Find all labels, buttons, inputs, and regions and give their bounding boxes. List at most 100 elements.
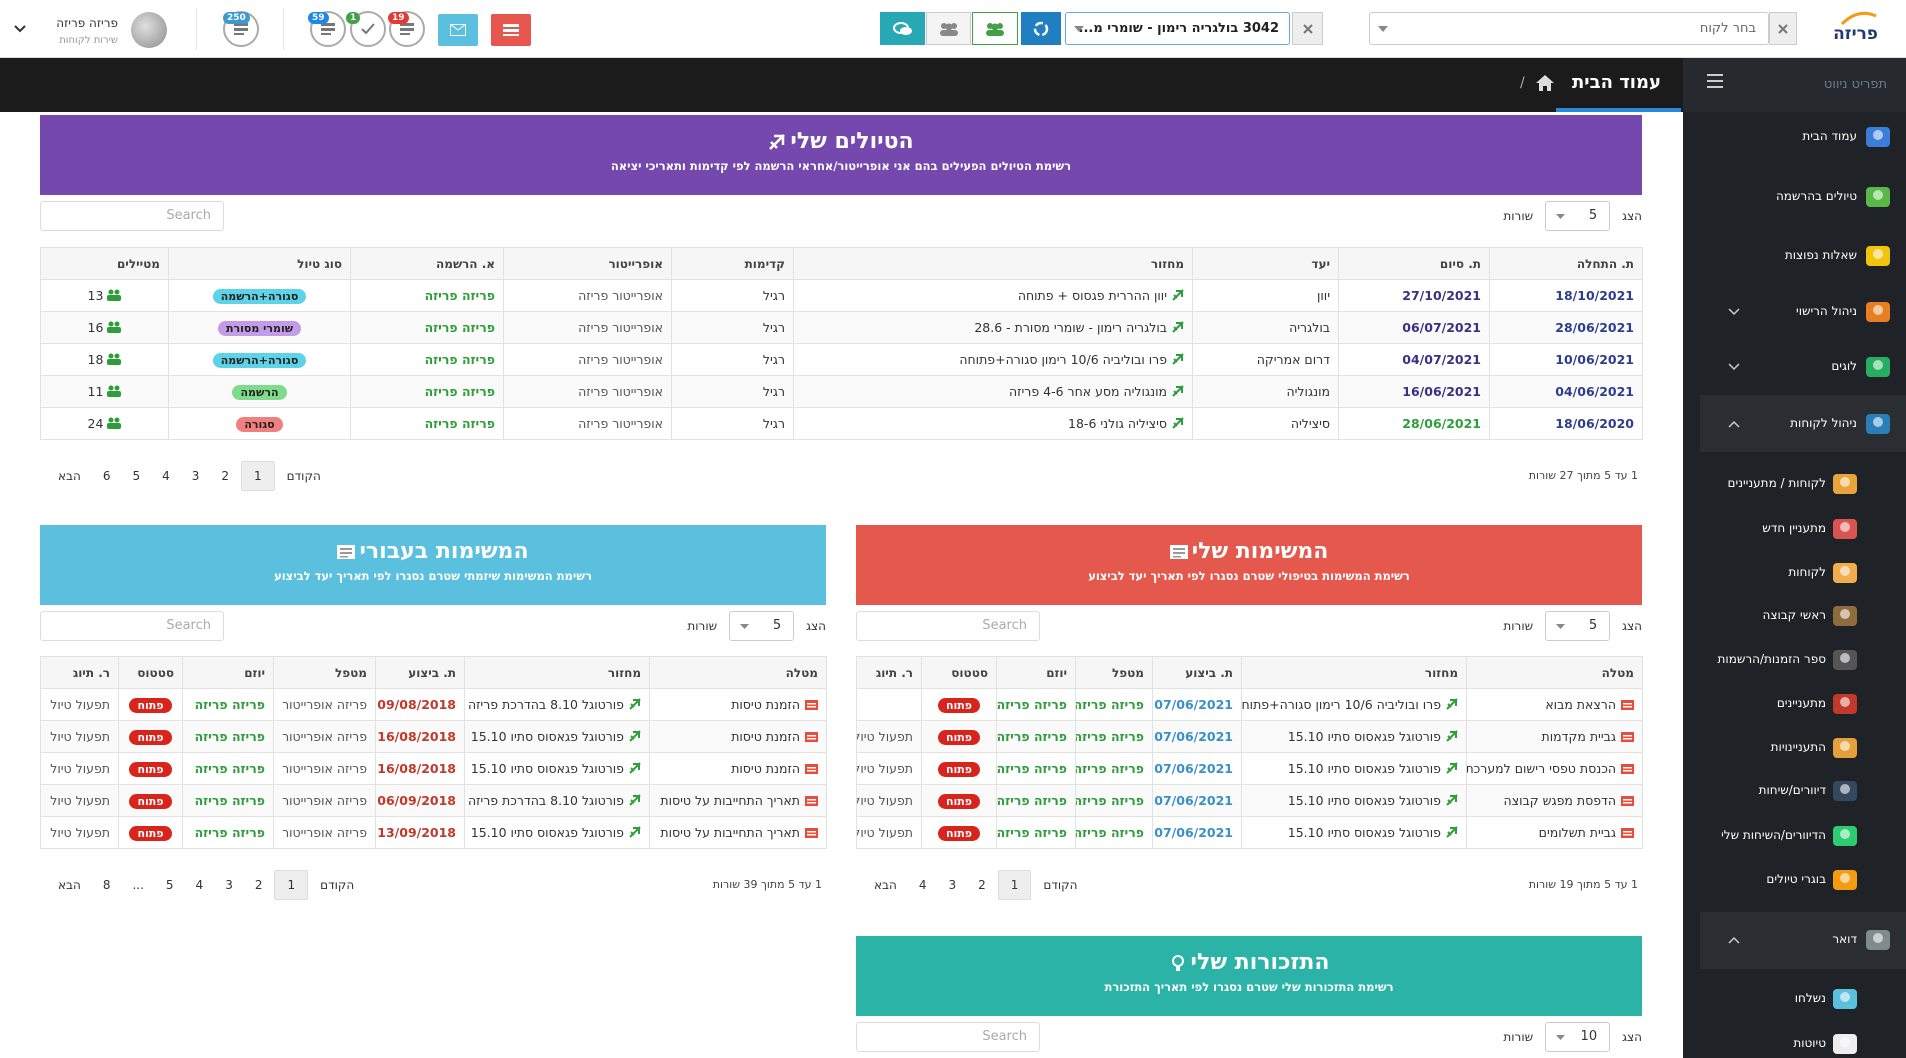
- cell-text: 09/08/2018: [377, 697, 456, 712]
- toolbar-button[interactable]: [1021, 12, 1061, 45]
- toolbar-button[interactable]: [491, 14, 531, 46]
- sidebar-item[interactable]: מתעניינים: [1776, 696, 1826, 710]
- table-cell: סגורה: [168, 407, 351, 440]
- page-size-select[interactable]: 5: [729, 610, 795, 641]
- page-link[interactable]: 3: [948, 878, 957, 892]
- page-link[interactable]: 3: [191, 469, 200, 483]
- hamburger: [1707, 74, 1723, 88]
- page-link[interactable]: 2: [978, 878, 986, 892]
- sidebar-item[interactable]: שאלות נפוצות: [1784, 248, 1857, 262]
- sidebar-item[interactable]: בוגרי טיולים: [1766, 872, 1826, 886]
- travelers-icon-part: [108, 353, 114, 359]
- user-menu-toggle[interactable]: [14, 22, 30, 38]
- table-info: 1 עד 5 מתוך 19 שורות: [1528, 878, 1638, 891]
- task-name[interactable]: תאריך התחייבות על טיסות: [660, 825, 800, 840]
- page-link[interactable]: 4: [918, 878, 927, 892]
- page-size-select[interactable]: 5: [1545, 610, 1611, 641]
- page-link[interactable]: 4: [195, 878, 204, 892]
- sidebar-item[interactable]: נשלחו: [1794, 991, 1826, 1005]
- sidebar-item[interactable]: טיוטות: [1793, 1036, 1826, 1050]
- search-input[interactable]: Search: [856, 1021, 1040, 1052]
- table-cell: 24: [40, 407, 169, 440]
- task-name[interactable]: הזמנת טיסות: [731, 729, 800, 744]
- table-cell: פורטוגל פגאסוס סתיו 15.10: [464, 752, 650, 785]
- task-name[interactable]: הזמנת טיסות: [731, 697, 800, 712]
- page-link[interactable]: 3: [225, 878, 233, 892]
- task-name[interactable]: הרצאת מבוא: [1545, 697, 1616, 712]
- sidebar-item[interactable]: לוגים: [1831, 359, 1857, 373]
- task-icon-part: [1623, 738, 1632, 740]
- task-name[interactable]: הכנסת טפסי רישום למערכת: [1466, 761, 1617, 776]
- task-name[interactable]: הדפסת מפגש קבוצה: [1503, 793, 1616, 808]
- divider: [283, 8, 284, 50]
- button-icon-part: [997, 22, 1003, 29]
- search-input[interactable]: Search: [40, 200, 224, 231]
- toolbar-button[interactable]: [972, 12, 1018, 45]
- home-link[interactable]: [1536, 75, 1556, 93]
- hamburger-part: [1707, 80, 1723, 82]
- page-link[interactable]: ...: [132, 878, 144, 892]
- clear-customer[interactable]: [1769, 12, 1797, 45]
- panel-title-icon: [1171, 954, 1184, 971]
- page-link[interactable]: 2: [254, 878, 263, 892]
- sidebar-item[interactable]: דיוורים/שיחות: [1758, 783, 1826, 797]
- sidebar-item[interactable]: ספר הזמנות/הרשמות: [1717, 652, 1826, 666]
- cell-text: אופרייטור פריזה: [578, 352, 663, 367]
- sidebar-item[interactable]: ניהול לקוחות: [1790, 416, 1857, 430]
- clear-trip[interactable]: [1292, 12, 1323, 45]
- page-link[interactable]: 1: [997, 870, 1032, 900]
- toolbar-button[interactable]: [926, 12, 971, 45]
- page-link[interactable]: 4: [162, 469, 170, 483]
- table-cell: 06/09/2018: [375, 784, 465, 817]
- page-link[interactable]: 2: [221, 469, 230, 483]
- search-input[interactable]: Search: [856, 610, 1040, 641]
- trip-select[interactable]: 3042 בולגריה רימון - שומרי מ...: [1065, 12, 1290, 45]
- page-link[interactable]: הבא: [58, 469, 81, 483]
- sidebar-item[interactable]: דואר: [1832, 932, 1857, 946]
- sidebar-item[interactable]: ניהול הרישוי: [1796, 304, 1857, 318]
- task-name[interactable]: גביית מקדמות: [1541, 729, 1616, 744]
- page-link[interactable]: הקודם: [320, 878, 355, 892]
- sidebar-icon-part: [1840, 829, 1850, 839]
- table-cell: הרצאת מבוא: [1466, 688, 1643, 721]
- cell-text: אופרייטור פריזה: [578, 288, 663, 303]
- sidebar-item[interactable]: התעניינויות: [1770, 740, 1826, 754]
- task-name[interactable]: גביית תשלומים: [1538, 825, 1616, 840]
- page-link[interactable]: 1: [241, 461, 275, 491]
- page-link[interactable]: הבא: [874, 878, 897, 892]
- cycle-icon: [1446, 698, 1458, 710]
- page-size-select[interactable]: 5: [1545, 200, 1611, 231]
- page-link[interactable]: 1: [274, 870, 309, 900]
- page-size-select[interactable]: 10: [1545, 1021, 1611, 1052]
- task-name[interactable]: תאריך התחייבות על טיסות: [660, 793, 800, 808]
- sidebar-item[interactable]: לקוחות: [1788, 565, 1826, 579]
- cell-text: פריזה אופרייטור: [282, 825, 367, 840]
- menu-toggle[interactable]: [1707, 74, 1731, 94]
- sidebar-item[interactable]: לקוחות / מתעניינים: [1727, 476, 1826, 490]
- caret: [1378, 26, 1388, 32]
- page-link[interactable]: הבא: [58, 878, 81, 892]
- my_tasks-table: מטלה מחזור ת. ביצוע מטפל יוזם סטטוס ר. תיוג הרצ…: [856, 656, 1643, 849]
- page-link[interactable]: 6: [102, 469, 111, 483]
- search-input[interactable]: Search: [40, 610, 224, 641]
- toolbar-button[interactable]: [880, 12, 925, 45]
- task-icon: [1621, 700, 1634, 710]
- trips-header: הטיולים שלי רשימת הטיולים הפעילים בהם אני…: [40, 115, 1642, 195]
- page-link[interactable]: 8: [102, 878, 111, 892]
- sidebar-item[interactable]: עמוד הבית: [1802, 129, 1857, 143]
- toolbar-button[interactable]: [438, 14, 478, 46]
- table-cell: אופרייטור פריזה: [503, 375, 672, 408]
- page-link[interactable]: הקודם: [286, 469, 321, 483]
- table-cell: אופרייטור פריזה: [503, 311, 672, 344]
- task-name[interactable]: הזמנת טיסות: [731, 761, 800, 776]
- sidebar-item[interactable]: טיולים בהרשמה: [1775, 189, 1857, 203]
- task-icon-part: [1621, 828, 1634, 838]
- customer-select[interactable]: בחר לקוח: [1369, 12, 1769, 45]
- sidebar-item[interactable]: הדיוורים/השיחות שלי: [1721, 828, 1826, 842]
- page-link[interactable]: 5: [132, 469, 141, 483]
- sidebar-item[interactable]: מתעניין חדש: [1762, 521, 1826, 535]
- page-link[interactable]: הקודם: [1043, 878, 1078, 892]
- sidebar-item[interactable]: ראשי קבוצה: [1762, 608, 1826, 622]
- table-cell: פריזה פריזה: [182, 752, 274, 785]
- page-link[interactable]: 5: [165, 878, 174, 892]
